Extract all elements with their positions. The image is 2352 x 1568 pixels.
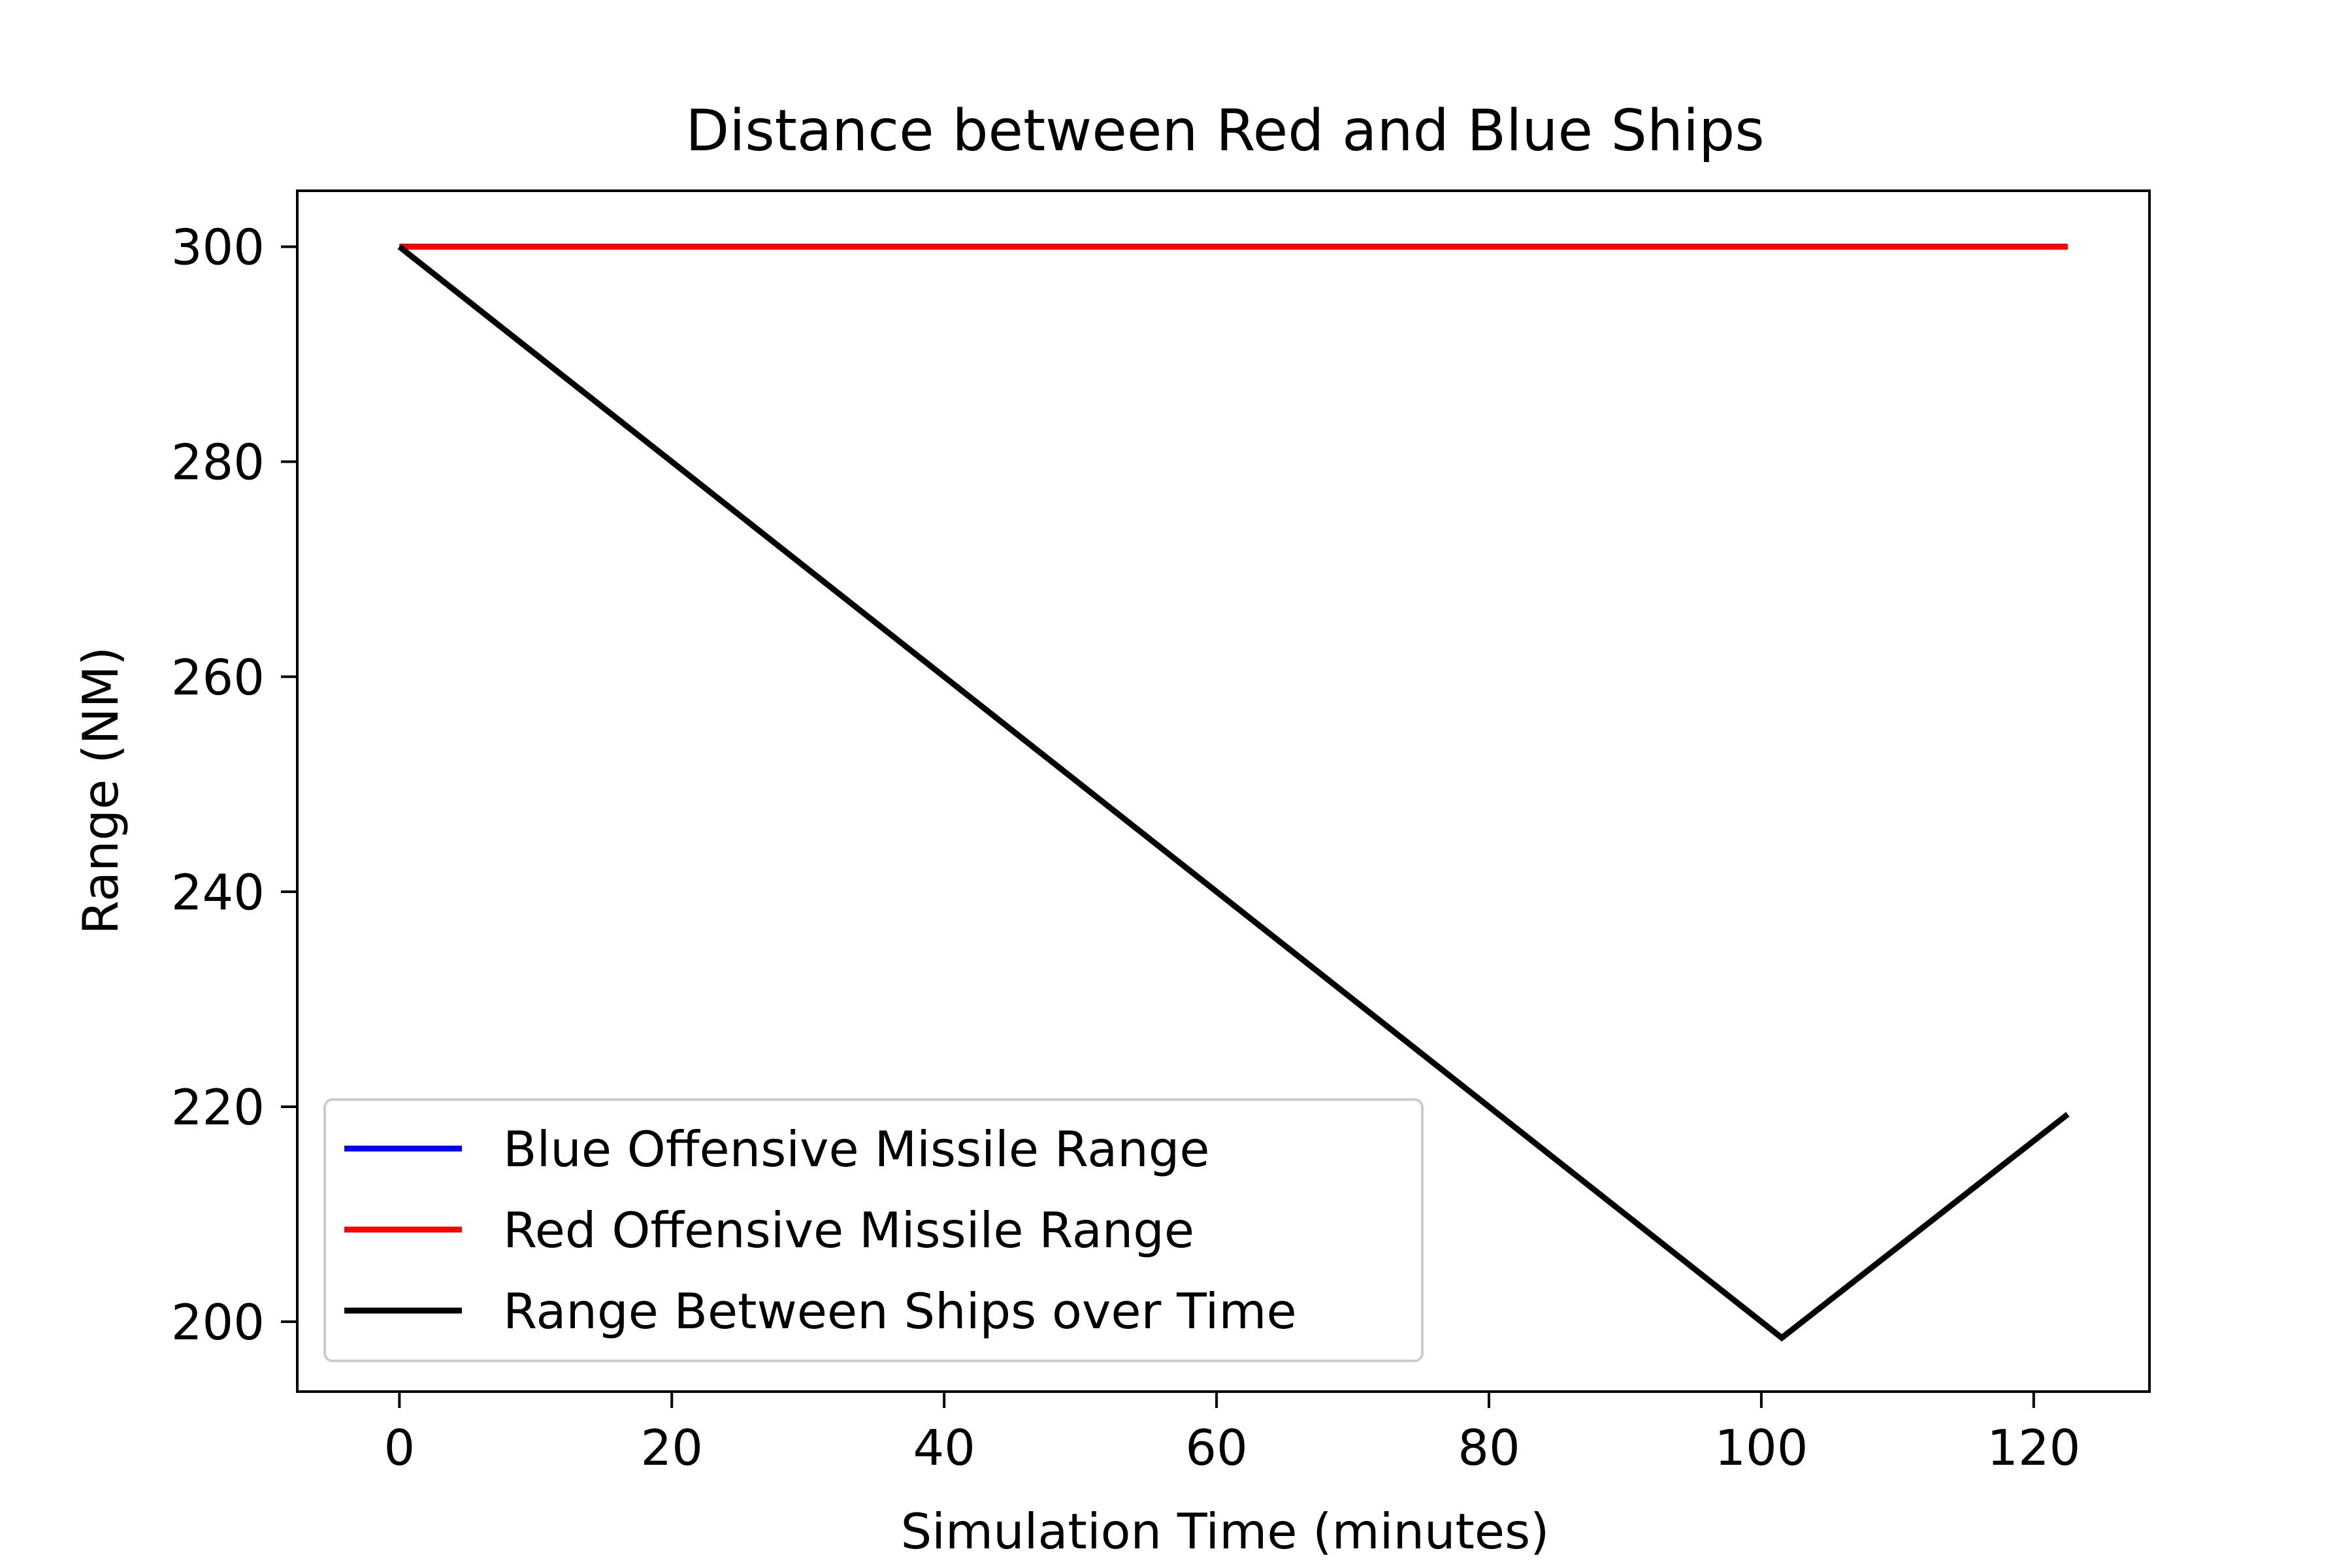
x-tick-label: 120 [1987, 1419, 2080, 1477]
x-tick-label: 100 [1714, 1419, 1808, 1477]
x-tick-label: 60 [1185, 1419, 1247, 1477]
x-axis-label: Simulation Time (minutes) [901, 1503, 1550, 1560]
legend-label-3: Range Between Ships over Time [503, 1282, 1297, 1340]
y-axis: 200 220 240 260 280 300 [171, 219, 297, 1351]
legend: Blue Offensive Missile Range Red Offensiv… [323, 1098, 1424, 1362]
plot-frame [296, 189, 2151, 1393]
y-axis-label: Range (NM) [72, 647, 129, 935]
y-tick-label: 200 [171, 1294, 265, 1351]
x-tick-label: 40 [913, 1419, 975, 1477]
x-tick-label: 20 [641, 1419, 703, 1477]
x-tick-label: 0 [384, 1419, 415, 1477]
legend-label-1: Blue Offensive Missile Range [503, 1120, 1210, 1178]
y-tick-label: 280 [171, 434, 265, 491]
legend-box [323, 1098, 1424, 1362]
y-tick-label: 300 [171, 219, 265, 276]
series-line-3 [397, 244, 2070, 1342]
chart-title: Distance between Red and Blue Ships [685, 97, 1764, 164]
legend-label-2: Red Offensive Missile Range [503, 1201, 1194, 1259]
x-tick-label: 80 [1458, 1419, 1520, 1477]
plot-area [397, 244, 2070, 1342]
y-tick-label: 260 [171, 649, 265, 706]
x-axis: 0 20 40 60 80 100 120 [384, 1392, 2080, 1477]
y-tick-label: 240 [171, 864, 265, 921]
y-tick-label: 220 [171, 1079, 265, 1136]
